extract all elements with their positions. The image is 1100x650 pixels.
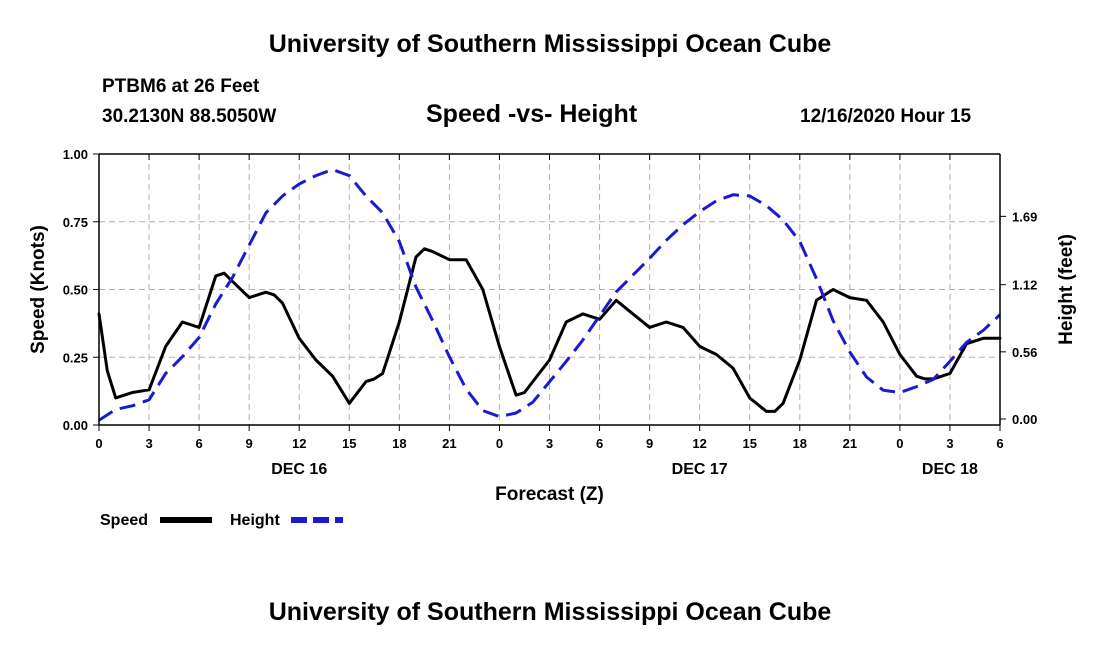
x-tick-label: 3 [946, 436, 953, 451]
axes [93, 153, 1006, 431]
series-line-height [98, 168, 1002, 422]
header-title: University of Southern Mississippi Ocean… [268, 30, 832, 58]
station-coordinates: 30.2130N 88.5050W [102, 106, 277, 127]
x-tick-label: 9 [646, 436, 653, 451]
x-tick-label: 6 [996, 436, 1003, 451]
x-tick-label: 21 [843, 436, 857, 451]
y2-tick-label: 1.69 [1012, 209, 1037, 224]
y-tick-label: 0.75 [63, 215, 88, 230]
axis-labels: 0 3 6 9 12 15 18 21 0 3 6 9 12 15 18 21 0 3 6 0.00 0.25 0.50 0… [28, 147, 1077, 505]
y-tick-label: 1.00 [63, 147, 88, 162]
y2-tick-label: 0.56 [1012, 345, 1037, 360]
x-tick-label: 9 [246, 436, 253, 451]
chart-title: Speed -vs- Height [426, 100, 638, 128]
x-tick-label: 18 [392, 436, 406, 451]
x-tick-label: 6 [596, 436, 603, 451]
x-tick-label: 15 [342, 436, 356, 451]
y-axis-title: Speed (Knots) [28, 225, 49, 354]
x-tick-label: 0 [496, 436, 503, 451]
station-name: PTBM6 at 26 Feet [102, 76, 260, 97]
x-tick-label: 3 [145, 436, 152, 451]
x-tick-label: 18 [793, 436, 807, 451]
y-tick-label: 0.50 [63, 283, 88, 298]
legend: Speed Height [100, 512, 343, 529]
y2-tick-label: 0.00 [1012, 412, 1037, 427]
y2-axis-title: Height (feet) [1056, 234, 1077, 345]
x-tick-label: 12 [692, 436, 706, 451]
x-tick-label: 6 [195, 436, 202, 451]
series-lines [97, 168, 1002, 422]
issue-time: 12/16/2020 Hour 15 [800, 106, 972, 127]
day-label: DEC 17 [672, 461, 728, 478]
x-tick-label: 12 [292, 436, 306, 451]
x-tick-label: 21 [442, 436, 456, 451]
y2-tick-label: 1.12 [1012, 278, 1037, 293]
x-tick-label: 0 [896, 436, 903, 451]
x-axis-title: Forecast (Z) [495, 484, 604, 505]
grid-lines [99, 154, 1000, 425]
day-label: DEC 16 [271, 461, 327, 478]
y-tick-label: 0.00 [63, 418, 88, 433]
series-line-speed [97, 247, 1002, 413]
legend-label-height: Height [230, 512, 280, 529]
legend-label-speed: Speed [100, 512, 148, 529]
x-tick-label: 15 [742, 436, 756, 451]
footer-title: University of Southern Mississippi Ocean… [268, 598, 832, 626]
x-tick-label: 0 [95, 436, 102, 451]
day-label: DEC 18 [922, 461, 978, 478]
y-tick-label: 0.25 [63, 350, 88, 365]
x-tick-label: 3 [546, 436, 553, 451]
